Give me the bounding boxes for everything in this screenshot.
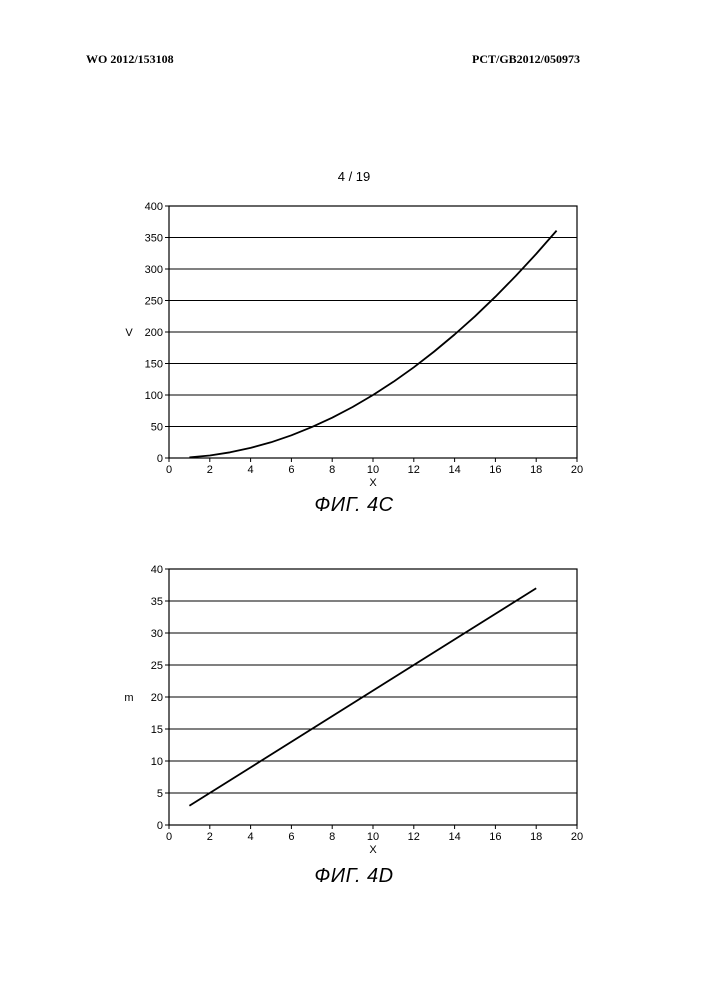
application-number: PCT/GB2012/050973 (472, 52, 580, 67)
x-tick-label: 2 (207, 831, 213, 843)
y-tick-label: 250 (145, 296, 163, 308)
x-tick-label: 2 (207, 464, 213, 476)
x-tick-label: 0 (166, 464, 172, 476)
y-tick-label: 400 (145, 201, 163, 213)
x-tick-label: 20 (571, 464, 583, 476)
x-tick-label: 14 (448, 464, 460, 476)
y-tick-label: 0 (157, 453, 163, 465)
x-tick-label: 10 (367, 831, 379, 843)
x-tick-label: 8 (329, 831, 335, 843)
x-axis-label: X (369, 477, 377, 489)
x-tick-label: 18 (530, 464, 542, 476)
y-tick-label: 10 (151, 756, 163, 768)
y-tick-label: 25 (151, 660, 163, 672)
x-tick-label: 14 (448, 831, 460, 843)
figure-caption-4d: ФИГ. 4D (0, 865, 708, 888)
y-tick-label: 200 (145, 327, 163, 339)
figure-caption-4c: ФИГ. 4C (0, 494, 708, 517)
y-tick-label: 50 (151, 422, 163, 434)
x-tick-label: 10 (367, 464, 379, 476)
page-number: 4 / 19 (0, 169, 708, 184)
y-axis-label: V (125, 327, 133, 339)
y-tick-label: 350 (145, 233, 163, 245)
y-tick-label: 150 (145, 359, 163, 371)
x-tick-label: 18 (530, 831, 542, 843)
x-tick-label: 6 (288, 831, 294, 843)
y-axis-label: m (124, 692, 133, 704)
x-tick-label: 20 (571, 831, 583, 843)
y-tick-label: 300 (145, 264, 163, 276)
y-tick-label: 35 (151, 596, 163, 608)
y-tick-label: 0 (157, 820, 163, 832)
x-tick-label: 6 (288, 464, 294, 476)
y-tick-label: 30 (151, 628, 163, 640)
x-tick-label: 8 (329, 464, 335, 476)
x-tick-label: 12 (408, 831, 420, 843)
x-tick-label: 0 (166, 831, 172, 843)
x-tick-label: 16 (489, 831, 501, 843)
document-number: WO 2012/153108 (86, 52, 174, 67)
y-tick-label: 5 (157, 788, 163, 800)
x-axis-label: X (369, 844, 377, 856)
series-line (189, 231, 556, 458)
chart-4d: 0 5 10 15 20 25 30 35 40 0 2 4 6 8 10 12 14 16 18 20 Xm (0, 555, 708, 860)
y-tick-label: 40 (151, 564, 163, 576)
x-tick-label: 12 (408, 464, 420, 476)
y-tick-label: 20 (151, 692, 163, 704)
x-tick-label: 16 (489, 464, 501, 476)
y-tick-label: 15 (151, 724, 163, 736)
y-tick-label: 100 (145, 390, 163, 402)
x-tick-label: 4 (248, 464, 254, 476)
chart-4c: 0 50 100 150 200 250 300 350 400 0 2 4 6 8 10 12 14 16 18 2… (0, 190, 708, 490)
x-tick-label: 4 (248, 831, 254, 843)
